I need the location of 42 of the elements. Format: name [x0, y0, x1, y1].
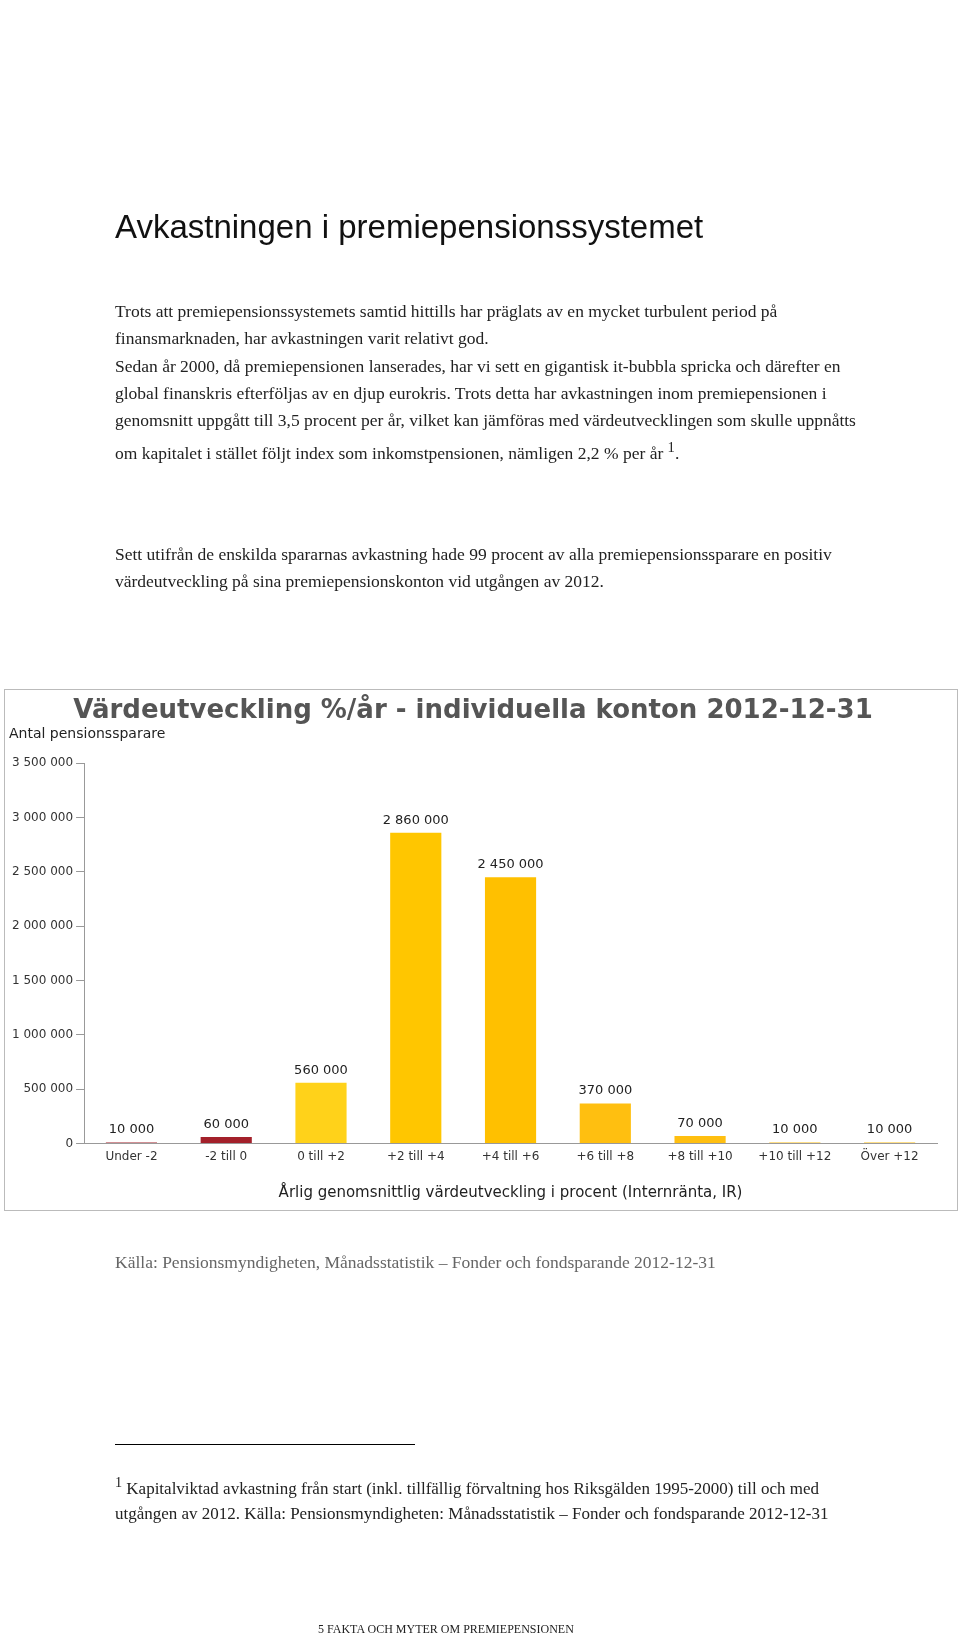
text: Sedan år 2000, då premiepensionen lanserades, har vi sett en gigantisk it-bubbla spricka och därefter en global finanskris efterföljas av en djup eurokris. Trots detta har avkastningen inom premiepensionen i genomsnitt uppgått till 3,5 procent per år, vilket kan jämföras med värdeutvecklingen som skulle uppnåtts om kapitalet i stället följt index som inkomstpensionen, nämligen 2,2 % per år $^{1}$. [115, 355, 857, 465]
x-tick-label: -2 till 0 [205, 1148, 248, 1163]
data-label: 10 000 [108, 1121, 155, 1137]
y-axis-title: Antal pensionssparare [9, 724, 166, 741]
bar [579, 1103, 631, 1144]
x-tick-label: +2 till +4 [386, 1148, 445, 1163]
x-axis-title: Årlig genomsnittlig värdeutveckling i procent (Internränta, IR) [278, 1181, 743, 1201]
data-label: 2 450 000 [477, 856, 544, 872]
data-label: 370 000 [578, 1082, 633, 1098]
data-label: 60 000 [203, 1115, 249, 1131]
y-tick-label: 0 [65, 1135, 74, 1150]
text: Avkastningen i premiepensionssystemet [115, 207, 705, 247]
x-tick-label: +8 till +10 [667, 1148, 733, 1163]
text: Sett utifrån de enskilda spararnas avkastning hade 99 procent av alla premiepensionssparare en positiv värdeutveckling på sina premiepensionskonton vid utgången av 2012. [115, 543, 833, 593]
y-tick-label: 3 500 000 [11, 755, 74, 770]
y-tick-label: 500 000 [23, 1081, 74, 1096]
y-tick-label: 3 000 000 [11, 809, 74, 824]
data-label: 560 000 [294, 1061, 348, 1077]
y-tick-label: 2 500 000 [11, 864, 74, 879]
text: 5 FAKTA OCH MYTER OM PREMIEPENSIONEN [318, 1622, 575, 1636]
y-tick-label: 1 500 000 [11, 972, 74, 987]
x-tick-label: Över +12 [860, 1146, 919, 1163]
text: Källa: Pensionsmyndigheten, Månadsstatistik – Fonder och fondsparande 2012-12-31 [115, 1251, 717, 1274]
bar [295, 1082, 347, 1144]
bar [674, 1135, 726, 1144]
x-tick-label: +6 till +8 [576, 1148, 635, 1163]
text: $^{1}$ Kapitalviktad avkastning från start (inkl. tillfällig förvaltning hos Riksgälden 1995-2000) till och med utgången av 2012. Källa: Pensionsmyndigheten: Månadsstatistik – Fonder och fondsparande 2012-12-31 [115, 1473, 830, 1525]
bar [484, 877, 537, 1144]
x-tick-label: +10 till +12 [758, 1148, 832, 1163]
x-tick-label: Under -2 [105, 1148, 158, 1163]
chart-title: Värdeutveckling %/år - individuella konton 2012-12-31 [73, 693, 873, 725]
bar [390, 832, 442, 1144]
data-label: 2 860 000 [382, 811, 449, 827]
data-label: 70 000 [677, 1114, 723, 1130]
text: Trots att premiepensionssystemets samtid hittills har präglats av en mycket turbulent period på finansmarknaden, har avkastningen varit relativt god. [115, 300, 779, 350]
y-tick-label: 1 000 000 [11, 1027, 74, 1042]
x-tick-label: 0 till +2 [297, 1148, 345, 1163]
y-tick-label: 2 000 000 [11, 918, 74, 933]
bar [200, 1137, 252, 1144]
data-label: 10 000 [866, 1121, 913, 1137]
data-label: 10 000 [772, 1121, 818, 1137]
x-tick-label: +4 till +6 [481, 1148, 540, 1163]
